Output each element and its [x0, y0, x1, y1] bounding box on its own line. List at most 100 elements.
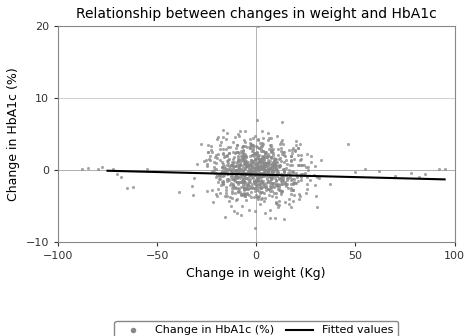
Point — [249, 174, 257, 179]
Point — [203, 163, 211, 169]
Point — [287, 191, 295, 196]
Point — [441, 167, 448, 172]
Point — [249, 142, 256, 148]
Point — [258, 166, 266, 171]
Point — [272, 194, 280, 200]
Point — [241, 166, 249, 171]
Point — [280, 170, 287, 175]
Point — [272, 178, 280, 183]
Point — [271, 172, 279, 178]
Point — [260, 161, 267, 166]
Point — [238, 179, 246, 184]
Point — [247, 157, 255, 162]
Point — [276, 163, 283, 168]
Point — [272, 156, 279, 161]
Point — [239, 159, 247, 164]
Point — [219, 146, 226, 152]
Point — [242, 161, 249, 166]
Point — [435, 166, 442, 171]
Point — [223, 177, 231, 182]
Point — [254, 155, 261, 160]
Point — [230, 185, 238, 191]
Point — [223, 130, 230, 135]
Point — [222, 190, 229, 196]
Point — [266, 175, 274, 180]
Point — [267, 165, 275, 170]
Point — [238, 178, 246, 183]
Point — [252, 225, 259, 230]
Point — [227, 167, 234, 172]
Point — [267, 144, 275, 150]
Point — [282, 165, 289, 171]
Point — [254, 165, 262, 170]
Point — [244, 176, 252, 181]
Point — [261, 199, 268, 204]
Point — [253, 181, 261, 187]
Point — [243, 159, 250, 164]
Point — [237, 184, 245, 190]
Point — [222, 146, 229, 152]
Point — [270, 185, 278, 190]
Point — [233, 171, 240, 176]
Point — [247, 168, 255, 173]
Point — [225, 176, 232, 182]
Point — [253, 194, 261, 200]
Point — [240, 185, 247, 191]
Point — [270, 160, 277, 165]
Point — [251, 133, 259, 139]
Point — [290, 179, 298, 184]
Point — [276, 142, 284, 147]
Point — [247, 142, 255, 148]
Point — [215, 174, 223, 179]
Point — [266, 216, 273, 221]
Point — [243, 187, 251, 192]
Point — [285, 148, 292, 153]
Point — [270, 162, 278, 167]
Point — [228, 159, 236, 165]
Point — [254, 171, 262, 176]
Point — [229, 168, 236, 174]
Point — [255, 160, 262, 165]
Point — [238, 154, 246, 159]
Point — [253, 155, 261, 161]
Point — [254, 178, 261, 184]
Point — [231, 178, 238, 183]
Point — [264, 166, 272, 171]
Point — [219, 180, 226, 185]
Point — [234, 150, 242, 155]
Point — [256, 191, 263, 196]
Point — [206, 154, 213, 159]
Point — [276, 162, 283, 168]
Point — [271, 163, 278, 169]
Point — [227, 163, 235, 168]
Point — [243, 192, 251, 197]
Point — [242, 170, 249, 176]
Point — [256, 181, 263, 187]
Point — [242, 160, 250, 165]
Point — [258, 189, 266, 195]
Point — [258, 155, 266, 160]
Point — [234, 188, 241, 194]
Point — [235, 190, 242, 195]
Point — [98, 165, 105, 170]
Point — [252, 208, 259, 213]
Point — [277, 162, 284, 168]
Point — [251, 166, 258, 171]
Point — [243, 182, 251, 188]
Point — [267, 155, 275, 160]
Point — [265, 169, 272, 175]
Point — [274, 146, 282, 152]
Point — [260, 148, 267, 153]
Point — [293, 170, 300, 175]
Point — [234, 174, 241, 179]
Point — [249, 158, 256, 164]
Point — [257, 177, 265, 182]
Point — [245, 167, 253, 172]
Point — [276, 202, 283, 208]
Point — [259, 164, 266, 170]
Point — [264, 154, 271, 159]
Point — [297, 163, 304, 168]
Point — [229, 139, 236, 144]
Point — [258, 170, 265, 176]
Point — [265, 136, 273, 141]
